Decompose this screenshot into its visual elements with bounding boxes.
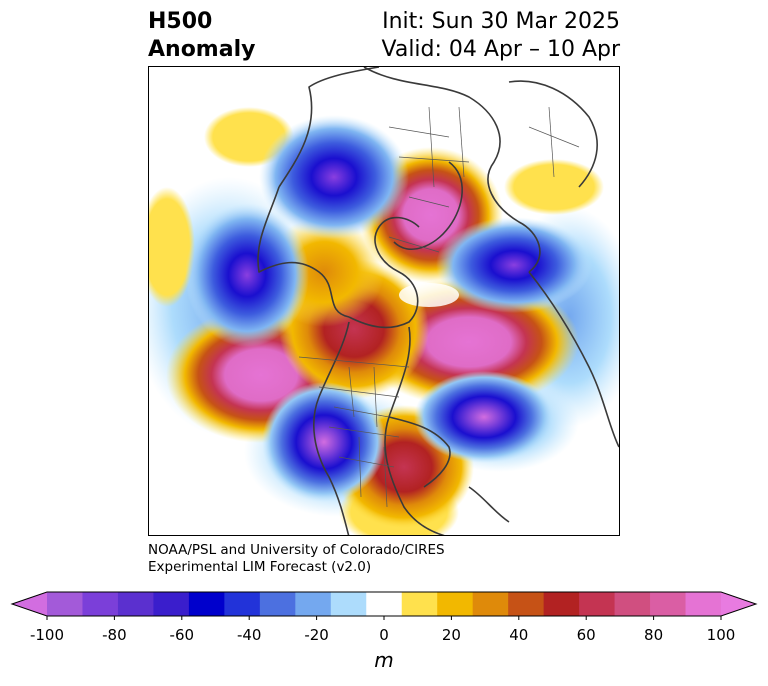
colorbar-segment (117, 592, 154, 616)
colorbar-segment (47, 592, 83, 616)
credits-line-2: Experimental LIM Forecast (v2.0) (148, 559, 372, 575)
colorbar-segment (614, 592, 651, 616)
colorbar-tick-label: 0 (379, 626, 389, 644)
anomaly-neg-siberia-east (436, 217, 592, 313)
variable-name: H500 (148, 9, 213, 34)
map-title-right: Init: Sun 30 Mar 2025 Valid: 04 Apr – 10… (382, 8, 621, 64)
colorbar-tick-label: 80 (644, 626, 664, 644)
colorbar-tick-label: 60 (576, 626, 596, 644)
colorbar-tick-label: -40 (236, 626, 262, 644)
anomaly-neg-north-atlantic (414, 371, 554, 463)
colorbar-segment (472, 592, 509, 616)
colorbar-segment (153, 592, 190, 616)
colorbar-tick-label: -60 (169, 626, 195, 644)
anomaly-map-svg (149, 67, 619, 535)
coastlines (257, 67, 619, 535)
colorbar-segment (543, 592, 580, 616)
colorbar (10, 591, 758, 620)
colorbar-segment (685, 592, 722, 616)
colorbar-high-extension (721, 592, 756, 616)
colorbar-low-extension (12, 592, 47, 616)
colorbar-segment (224, 592, 261, 616)
colorbar-unit-label: m (374, 648, 394, 672)
colorbar-segment (259, 592, 296, 616)
colorbar-segment (401, 592, 438, 616)
colorbar-segment (579, 592, 616, 616)
colorbar-tick-label: 100 (706, 626, 736, 644)
colorbar-tick-label: -20 (304, 626, 329, 644)
anomaly-neutral-pole (399, 283, 459, 307)
colorbar-segment (295, 592, 332, 616)
anomaly-neg-alaska-north (259, 115, 409, 239)
colorbar-segment (508, 592, 545, 616)
colorbar-segment (366, 592, 403, 616)
valid-range: Valid: 04 Apr – 10 Apr (381, 37, 621, 62)
anomaly-yellow-ne (504, 159, 604, 215)
colorbar-segment (82, 592, 119, 616)
init-date: Init: Sun 30 Mar 2025 (382, 9, 620, 34)
forecast-map (148, 66, 620, 536)
colorbar-tick-label: 20 (441, 626, 461, 644)
political-borders (298, 106, 580, 508)
anomaly-yellow-west-edge (149, 187, 195, 307)
colorbar-segment (437, 592, 474, 616)
colorbar-tick-label: 40 (509, 626, 529, 644)
variable-subtitle: Anomaly (148, 37, 256, 62)
colorbar-tick-label: -100 (29, 626, 65, 644)
anomaly-neg-north-pacific-west (185, 203, 309, 347)
anomaly-neg-southwest-us (262, 382, 386, 502)
colorbar-segment (330, 592, 367, 616)
credits: NOAA/PSL and University of Colorado/CIRE… (148, 542, 445, 576)
colorbar-tick-label: -80 (102, 626, 127, 644)
map-title-left: H500 Anomaly (148, 8, 255, 64)
colorbar-segment (188, 592, 225, 616)
credits-line-1: NOAA/PSL and University of Colorado/CIRE… (148, 542, 445, 558)
colorbar-segment (650, 592, 687, 616)
